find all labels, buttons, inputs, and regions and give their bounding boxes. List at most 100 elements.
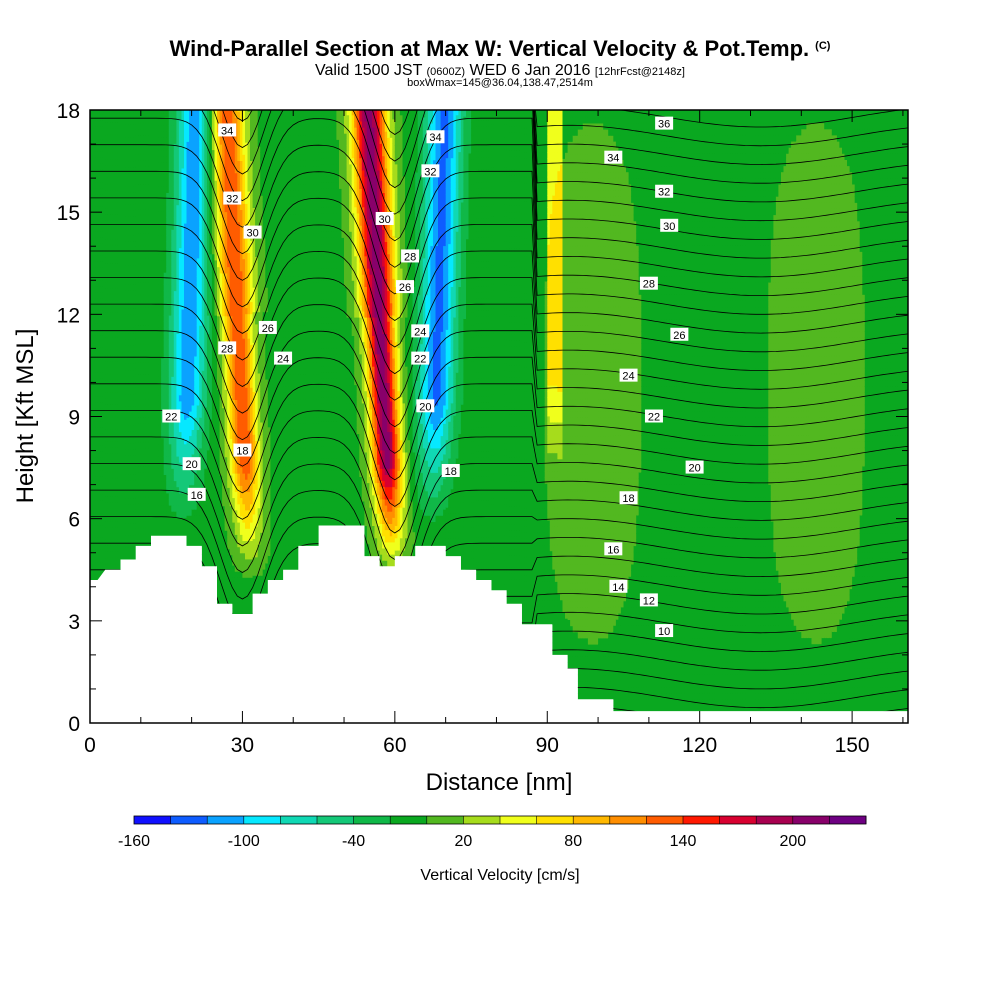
velocity-cell [140,263,144,271]
velocity-cell [166,382,170,390]
velocity-cell [173,284,177,292]
velocity-cell [125,197,129,205]
velocity-cell [92,236,96,244]
velocity-cell [189,417,193,424]
velocity-cell [156,419,160,426]
velocity-cell [145,190,149,198]
velocity-cell [117,373,121,381]
velocity-cell [92,199,96,207]
velocity-cell [196,214,200,222]
velocity-cell [153,235,157,242]
velocity-cell [138,472,142,480]
velocity-cell [199,539,203,547]
velocity-cell [145,404,149,412]
velocity-cell [211,554,215,561]
velocity-cell [112,385,116,393]
velocity-cell [90,518,94,526]
velocity-cell [201,449,205,457]
velocity-cell [189,239,193,247]
velocity-cell [112,134,116,142]
velocity-cell [153,333,157,341]
velocity-cell [138,184,142,191]
velocity-cell [171,315,175,322]
velocity-cell [110,508,114,516]
velocity-cell [158,229,162,236]
velocity-cell [97,248,101,256]
velocity-cell [171,137,175,144]
velocity-cell [211,480,215,488]
velocity-cell [178,266,182,273]
velocity-cell [161,198,165,206]
velocity-cell [214,474,218,482]
velocity-cell [123,486,127,493]
velocity-cell [97,494,101,501]
velocity-cell [153,296,157,304]
velocity-cell [184,345,188,353]
velocity-cell [102,537,106,544]
velocity-cell [186,343,190,351]
velocity-cell [90,408,94,415]
velocity-cell [120,110,124,113]
velocity-cell [90,310,94,317]
velocity-cell [105,410,109,418]
velocity-cell [196,313,200,320]
velocity-cell [158,449,162,457]
velocity-cell [95,365,99,373]
velocity-cell [191,159,195,167]
velocity-cell [151,462,155,469]
velocity-cell [112,177,116,185]
velocity-cell [128,498,132,505]
velocity-cell [161,498,165,506]
velocity-cell [186,527,190,535]
velocity-cell [100,193,104,201]
velocity-cell [97,138,101,146]
velocity-cell [151,449,155,457]
velocity-cell [171,370,175,377]
velocity-cell [140,447,144,455]
velocity-cell [90,291,94,299]
velocity-cell [214,462,218,469]
velocity-cell [161,253,165,261]
velocity-cell [145,110,149,118]
velocity-cell [102,432,106,440]
velocity-cell [128,394,132,401]
velocity-cell [145,374,149,381]
velocity-cell [128,387,132,395]
velocity-cell [163,125,167,132]
velocity-cell [133,240,137,248]
velocity-cell [140,245,144,253]
velocity-cell [145,435,149,443]
velocity-cell [130,265,134,272]
velocity-cell [100,298,104,305]
velocity-cell [145,276,149,283]
velocity-cell [105,398,109,405]
velocity-cell [171,376,175,383]
velocity-cell [123,130,127,138]
velocity-cell [166,259,170,267]
velocity-cell [163,204,167,212]
velocity-cell [196,306,200,314]
velocity-cell [176,131,180,138]
velocity-cell [166,216,170,224]
velocity-cell [140,472,144,480]
velocity-cell [90,377,94,385]
velocity-cell [102,353,106,360]
velocity-cell [156,382,160,390]
velocity-cell [128,216,132,223]
velocity-cell [130,357,134,364]
velocity-cell [130,400,134,407]
velocity-cell [204,216,208,224]
velocity-cell [206,425,210,433]
velocity-cell [130,234,134,242]
velocity-cell [92,530,96,538]
velocity-cell [161,431,165,439]
velocity-cell [173,437,177,445]
velocity-cell [115,165,119,172]
velocity-cell [168,210,172,218]
velocity-cell [128,234,132,242]
velocity-cell [92,377,96,385]
velocity-cell [97,328,101,336]
velocity-cell [171,327,175,334]
velocity-cell [130,118,134,125]
velocity-cell [209,210,213,218]
